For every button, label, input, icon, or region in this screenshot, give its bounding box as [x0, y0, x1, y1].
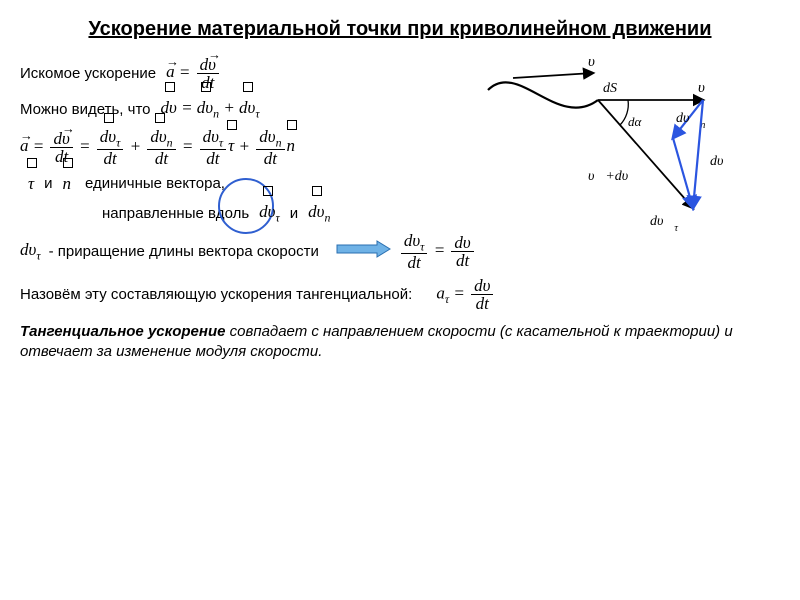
svg-text:dυ⃗τ: dυ⃗τ: [650, 214, 678, 234]
callit-label: Назовём эту составляющую ускорения танге…: [20, 285, 412, 305]
and-label: и: [44, 174, 52, 194]
a-expanded-row: a = dυdt = dυτdt + dυndt = dυτdtτ + dυnd…: [20, 128, 780, 167]
page-title: Ускорение материальной точки при криволи…: [20, 16, 780, 42]
dvtau-plain: dυτ: [20, 239, 41, 264]
increment-label: - приращение длины вектора скорости: [49, 242, 319, 262]
dvtau-symbol: dυτ: [259, 201, 280, 226]
eq-dvtau-equals-dv: dυτdt = dυdt: [399, 232, 476, 271]
svg-text:dα: dα: [628, 114, 643, 129]
n-symbol: n: [62, 173, 71, 195]
svg-text:υ⃗+dυ⃗: υ⃗+dυ⃗: [588, 169, 639, 184]
and-label-2: и: [290, 204, 298, 224]
unitvec-label: единичные вектора,: [85, 174, 225, 194]
svg-text:υ⃗: υ⃗: [698, 80, 717, 96]
onecan-label: Можно видеть, что: [20, 100, 151, 120]
trajectory-curve: [488, 82, 598, 107]
tangential-bold: Тангенциальное ускорение: [20, 323, 225, 340]
tau-symbol: τ: [28, 173, 34, 195]
v-top-vector: [513, 73, 593, 78]
svg-text:dS: dS: [603, 81, 617, 96]
dvn-symbol: dυn: [308, 201, 330, 226]
eq-a-expanded: a = dυdt = dυτdt + dυndt = dυτdtτ + dυnd…: [20, 128, 295, 167]
implies-arrow-icon: [335, 240, 391, 264]
eq-dv-decompose: dυ = dυn + dυτ: [161, 97, 260, 122]
sought-label: Искомое ускорение: [20, 64, 156, 84]
conclusion-line: Тангенциальное ускорение совпадает с нап…: [20, 322, 780, 361]
eq-a-tau: aτ = dυdt: [436, 277, 495, 312]
directed-label: направленные вдоль: [102, 204, 249, 224]
tangential-def-row: Назовём эту составляющую ускорения танге…: [20, 277, 780, 312]
svg-text:υ⃗: υ⃗: [588, 54, 607, 70]
